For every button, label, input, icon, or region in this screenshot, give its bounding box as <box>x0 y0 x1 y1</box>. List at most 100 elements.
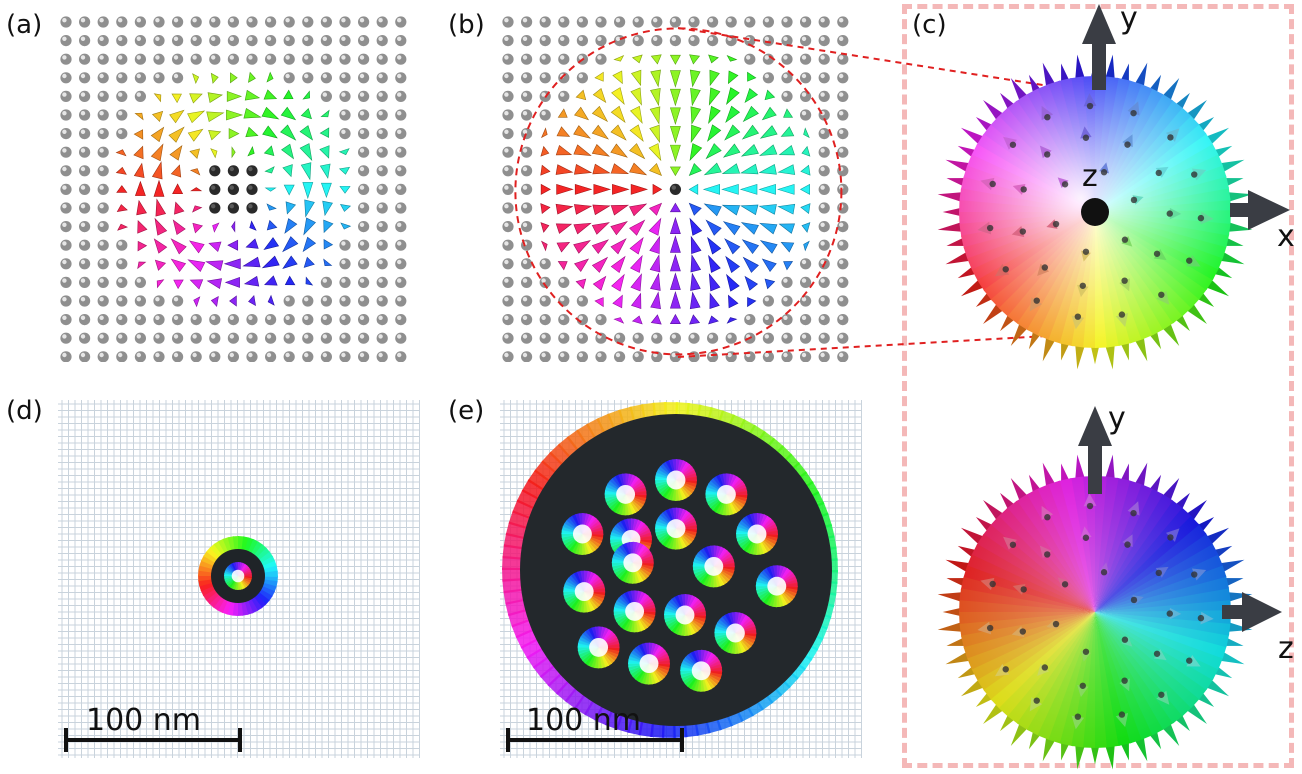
spin-site <box>758 183 776 195</box>
spin-site <box>224 276 240 288</box>
spin-site <box>539 72 551 84</box>
spin-site <box>539 276 551 288</box>
spin-site <box>79 109 91 121</box>
spin-site <box>172 16 184 28</box>
spin-site <box>246 35 258 47</box>
spin-site <box>339 276 351 288</box>
spin-site <box>265 53 277 65</box>
spin-site <box>395 314 407 326</box>
sphere-cone <box>1191 568 1207 581</box>
spin-site <box>818 72 830 84</box>
spin-site <box>249 220 257 231</box>
spin-site <box>395 90 407 102</box>
spin-site <box>230 72 238 84</box>
spin-site <box>223 258 241 270</box>
inner-skyrmion <box>604 473 647 516</box>
spin-site <box>539 109 551 121</box>
spin-site <box>227 53 239 65</box>
spin-site <box>283 351 295 362</box>
spin-site <box>707 35 719 47</box>
spin-site <box>97 351 109 362</box>
spin-site <box>574 183 593 195</box>
spin-site <box>284 218 298 234</box>
spin-site <box>799 183 810 195</box>
spin-site <box>60 332 72 344</box>
spin-site <box>395 295 407 307</box>
spin-site <box>189 168 201 176</box>
spin-site <box>190 53 202 65</box>
spin-site <box>592 204 611 216</box>
spin-site <box>740 204 759 216</box>
spin-site <box>97 314 109 326</box>
spin-site <box>395 258 407 270</box>
spin-site <box>818 314 830 326</box>
spin-site <box>669 183 681 195</box>
spin-site <box>689 143 703 162</box>
sphere-cone <box>1191 168 1207 181</box>
spin-site <box>650 291 661 310</box>
spin-site <box>209 183 221 195</box>
spin-site <box>576 351 588 362</box>
spin-site <box>650 314 662 325</box>
spin-site <box>227 239 239 251</box>
spin-site <box>376 295 388 307</box>
spin-site <box>818 16 830 28</box>
spin-site <box>153 53 165 65</box>
spin-site <box>266 203 277 211</box>
axis-z-dot <box>1081 198 1109 226</box>
spin-site <box>762 35 774 47</box>
spin-site <box>116 128 128 140</box>
spin-site <box>502 128 514 140</box>
spin-site <box>708 87 721 106</box>
spin-site <box>591 256 609 273</box>
spin-site <box>153 35 165 47</box>
spin-site <box>137 240 148 252</box>
spin-site <box>320 90 332 102</box>
spin-site <box>521 53 533 65</box>
spin-site <box>320 295 332 307</box>
spin-site <box>116 109 128 121</box>
spin-site <box>502 221 514 233</box>
spin-site <box>742 105 759 123</box>
spin-site <box>726 317 738 324</box>
spin-site <box>591 222 610 235</box>
spin-site <box>210 148 218 159</box>
spin-site <box>187 110 206 124</box>
spin-site <box>187 259 206 272</box>
spin-site <box>726 87 740 105</box>
spin-site <box>323 239 334 250</box>
spin-site <box>690 87 701 107</box>
spin-site <box>595 16 607 28</box>
spin-site <box>818 128 830 140</box>
spin-site <box>395 351 407 362</box>
spin-site <box>302 72 314 84</box>
spin-site <box>762 72 774 84</box>
spin-site <box>708 273 721 292</box>
spin-site <box>593 183 612 195</box>
spin-site <box>759 144 778 156</box>
spin-site <box>246 351 258 362</box>
spin-site <box>539 35 551 47</box>
spin-site <box>630 105 643 124</box>
skyrmion-bag <box>502 402 838 738</box>
spin-site <box>631 315 643 325</box>
spin-site <box>762 314 774 326</box>
spin-site <box>97 258 109 270</box>
spin-site <box>708 315 719 325</box>
spin-site <box>837 146 849 158</box>
spin-site <box>781 53 793 65</box>
spin-site <box>540 203 551 215</box>
sphere-cone <box>980 177 995 191</box>
spin-site <box>227 16 239 28</box>
spin-site <box>630 254 643 273</box>
spin-site <box>226 90 243 102</box>
spin-site <box>358 109 370 121</box>
panel-label-b: (b) <box>448 10 485 40</box>
spin-site <box>134 35 146 47</box>
spin-site <box>339 258 351 270</box>
spin-site <box>339 128 351 140</box>
spin-site <box>521 146 533 158</box>
spin-site <box>172 219 186 236</box>
spin-site <box>134 90 146 102</box>
spin-site <box>610 143 628 158</box>
